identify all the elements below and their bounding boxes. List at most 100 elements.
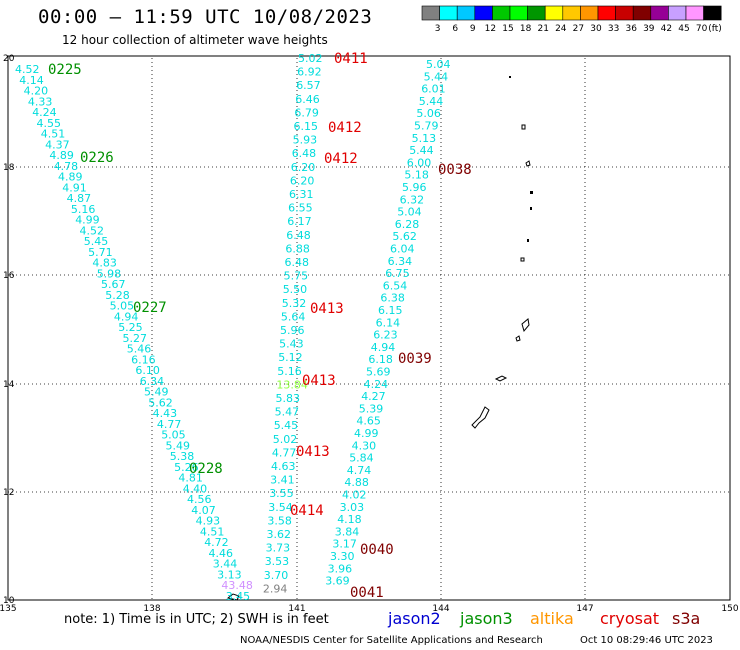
legend-label: 27 [573, 24, 584, 34]
satellite-s3a: s3a [672, 609, 701, 628]
swh-value: 4.20 [24, 85, 48, 98]
swh-value: 4.07 [191, 504, 216, 517]
swh-value: 5.71 [88, 246, 113, 259]
legend-swatch [668, 5, 687, 21]
pass-label: 0226 [80, 150, 114, 166]
lat-lon-grid [8, 58, 730, 600]
swh-value: 4.89 [49, 149, 74, 162]
generation-timestamp: Oct 10 08:29:46 UTC 2023 [580, 635, 713, 646]
swh-value: 4.91 [62, 181, 87, 194]
swh-value: 5.25 [118, 321, 143, 334]
swh-value: 5.38 [170, 450, 195, 463]
color-legend [421, 5, 722, 21]
swh-value: 5.05 [161, 429, 186, 442]
swh-value: 4.77 [272, 446, 297, 459]
legend-swatch [685, 5, 704, 21]
swh-value: 4.99 [75, 214, 100, 227]
legend-swatch [544, 5, 564, 21]
legend-swatch [580, 5, 599, 21]
legend-label: 39 [643, 24, 655, 34]
pass-label: 0412 [328, 120, 362, 136]
swh-value: 3.69 [325, 575, 350, 588]
swh-value: 5.26 [174, 461, 199, 474]
legend-swatch [527, 5, 546, 21]
swh-value: 4.33 [28, 95, 53, 108]
swh-value: 4.27 [361, 390, 386, 403]
swh-value: 3.03 [340, 501, 365, 514]
swh-value: 3.55 [269, 487, 294, 500]
pass-labels: 0225 0226 0227 0228 0411 0412 0412 0413 0413 0413… [48, 51, 472, 601]
y-tick-label: 10 [3, 596, 15, 606]
y-tick-label: 18 [3, 163, 15, 173]
swh-value: 4.88 [344, 476, 369, 489]
swh-value: 3.17 [332, 538, 357, 551]
axis-ticks: 135 138 141 144 147 150 10 12 14 16 18 20 [0, 54, 739, 614]
swh-value: 13.84 [276, 378, 308, 391]
swh-value: 4.94 [114, 310, 138, 323]
x-tick-label: 141 [288, 604, 305, 614]
island-outline [509, 76, 511, 78]
legend-label: 42 [661, 24, 672, 34]
legend-swatch [509, 5, 528, 21]
swh-value: 5.04 [426, 58, 451, 71]
pass-label: 0414 [290, 503, 324, 519]
swh-value: 3.53 [265, 555, 290, 568]
swh-value: 4.99 [354, 427, 379, 440]
swh-value: 4.55 [37, 117, 62, 130]
legend-swatch [632, 5, 652, 21]
swh-value: 5.98 [97, 267, 122, 280]
swh-value: 6.20 [290, 174, 315, 187]
swh-value: 4.37 [45, 138, 70, 151]
swh-value: 6.28 [395, 218, 420, 231]
legend-label: (ft) [708, 24, 722, 34]
swh-value: 5.64 [281, 310, 306, 323]
pass-label: 0227 [133, 300, 167, 316]
swh-value: 6.31 [289, 188, 314, 201]
swh-value: 6.79 [294, 106, 319, 119]
pass-label: 0413 [296, 444, 330, 460]
swh-value: 5.46 [127, 343, 152, 356]
island-outline [530, 207, 532, 210]
swh-value: 3.44 [213, 558, 238, 571]
swh-value: 5.67 [101, 278, 126, 291]
swh-value: 6.48 [285, 256, 310, 269]
swh-value: 5.16 [71, 203, 96, 216]
pass-label: 0039 [398, 351, 432, 367]
swh-value: 4.81 [178, 472, 203, 485]
swh-value: 5.96 [402, 181, 427, 194]
swh-value: 4.89 [58, 171, 83, 184]
swh-value: 6.48 [292, 147, 317, 160]
swh-value: 6.55 [288, 202, 313, 215]
swh-value: 4.18 [337, 513, 362, 526]
swh-value: 5.43 [279, 338, 304, 351]
legend-swatch [562, 5, 581, 21]
satellite-cryosat: cryosat [600, 609, 660, 628]
legend-label: 6 [452, 24, 458, 34]
pass-label: 0228 [189, 461, 223, 477]
swh-value: 5.02 [298, 52, 323, 65]
swh-value: 4.51 [200, 525, 225, 538]
legend-swatch [474, 5, 493, 21]
swh-value: 5.79 [414, 120, 439, 133]
swh-value: 3.58 [267, 514, 292, 527]
island-outline [521, 318, 530, 333]
legend-label: 12 [485, 24, 496, 34]
swh-value: 4.56 [187, 493, 212, 506]
swh-value: 6.10 [135, 364, 160, 377]
swh-value: 5.32 [282, 297, 307, 310]
pass-label: 0413 [302, 373, 336, 389]
swh-value: 4.30 [352, 439, 377, 452]
swh-value: 4.14 [19, 74, 44, 87]
y-tick-label: 20 [3, 54, 15, 64]
island-outline [520, 257, 525, 262]
swh-value: 5.18 [404, 169, 429, 182]
swh-value: 6.57 [296, 79, 321, 92]
swh-value: 5.84 [349, 452, 374, 465]
swh-value: 3.73 [266, 542, 291, 555]
swh-value: 4.40 [183, 482, 208, 495]
swh-value: 4.65 [356, 415, 381, 428]
swh-value: 5.62 [148, 396, 173, 409]
swh-value: 6.92 [297, 66, 322, 79]
swh-value: 6.16 [131, 353, 156, 366]
